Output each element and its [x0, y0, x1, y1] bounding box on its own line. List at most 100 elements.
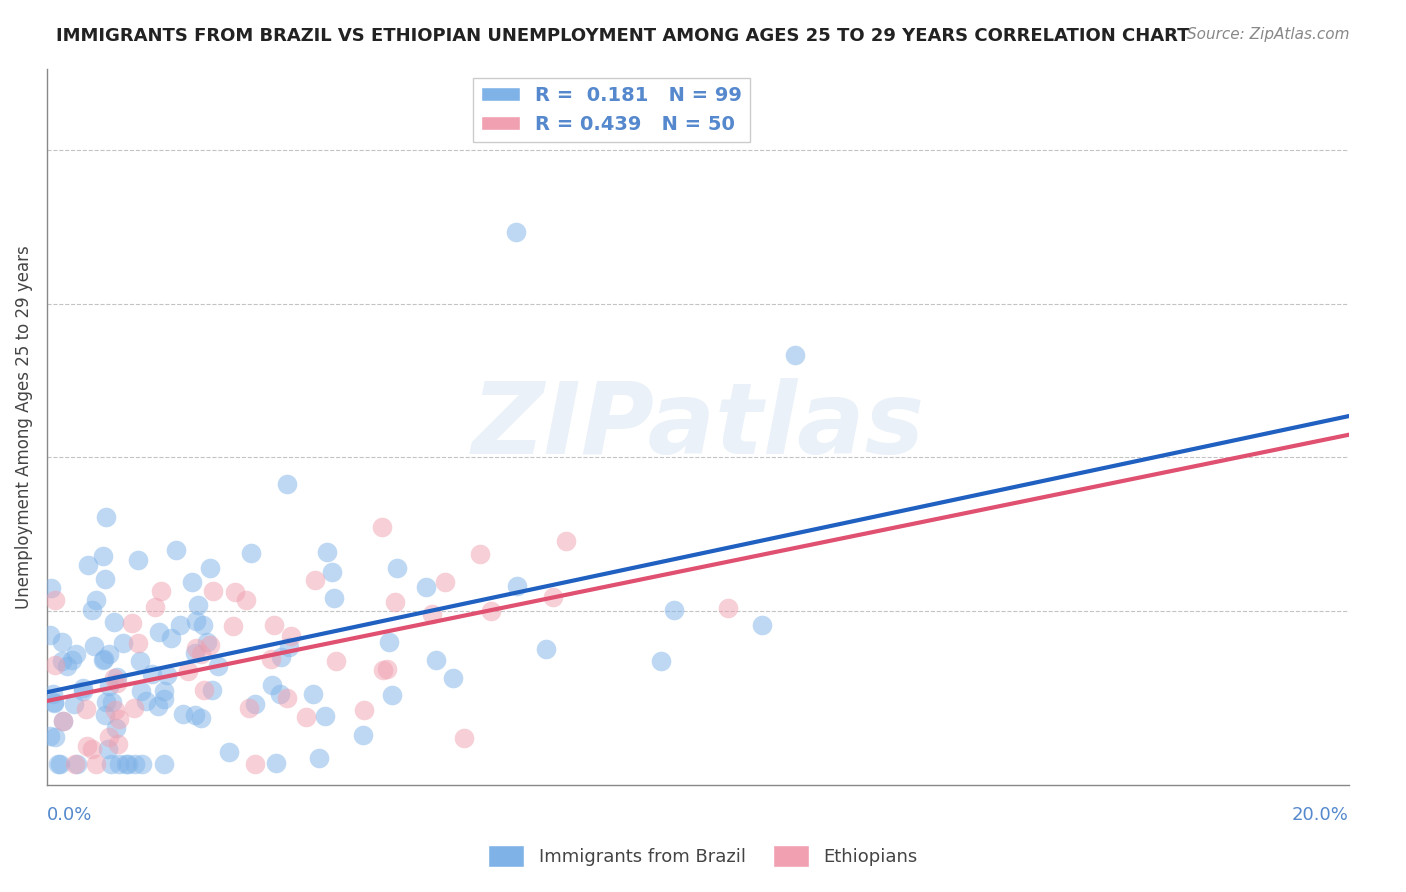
Point — [94, 695, 117, 709]
Point — [103, 615, 125, 629]
Point — [77, 558, 100, 572]
Point — [352, 727, 374, 741]
Point — [195, 635, 218, 649]
Point — [434, 574, 457, 589]
Point — [443, 671, 465, 685]
Point — [42, 697, 65, 711]
Point — [202, 584, 225, 599]
Legend: Immigrants from Brazil, Ethiopians: Immigrants from Brazil, Ethiopians — [481, 838, 925, 874]
Point — [193, 682, 215, 697]
Point — [181, 575, 204, 590]
Point — [44, 731, 66, 745]
Point — [105, 675, 128, 690]
Point — [269, 687, 291, 701]
Point — [785, 348, 807, 362]
Point — [65, 647, 87, 661]
Point — [751, 618, 773, 632]
Point — [108, 712, 131, 726]
Text: 20.0%: 20.0% — [1292, 806, 1348, 824]
Point — [127, 552, 149, 566]
Point — [80, 603, 103, 617]
Point — [555, 533, 578, 548]
Point — [186, 641, 208, 656]
Point — [260, 652, 283, 666]
Point — [143, 599, 166, 614]
Point — [94, 708, 117, 723]
Point — [316, 545, 339, 559]
Point — [239, 546, 262, 560]
Point — [384, 595, 406, 609]
Point — [277, 640, 299, 654]
Point — [124, 701, 146, 715]
Point — [308, 751, 330, 765]
Point — [76, 739, 98, 753]
Point — [39, 628, 62, 642]
Point — [190, 647, 212, 661]
Text: Source: ZipAtlas.com: Source: ZipAtlas.com — [1187, 27, 1350, 42]
Point — [153, 757, 176, 772]
Point — [39, 729, 62, 743]
Text: ZIPatlas: ZIPatlas — [471, 378, 924, 475]
Point — [96, 510, 118, 524]
Point — [107, 737, 129, 751]
Point — [280, 629, 302, 643]
Point — [98, 679, 121, 693]
Point — [422, 607, 444, 621]
Point — [650, 654, 672, 668]
Point — [97, 741, 120, 756]
Point — [221, 619, 243, 633]
Point — [263, 618, 285, 632]
Point — [80, 742, 103, 756]
Point — [160, 631, 183, 645]
Point — [124, 757, 146, 772]
Point — [49, 757, 72, 772]
Point — [153, 684, 176, 698]
Point — [117, 757, 139, 772]
Text: IMMIGRANTS FROM BRAZIL VS ETHIOPIAN UNEMPLOYMENT AMONG AGES 25 TO 29 YEARS CORRE: IMMIGRANTS FROM BRAZIL VS ETHIOPIAN UNEM… — [56, 27, 1189, 45]
Point — [371, 520, 394, 534]
Point — [184, 646, 207, 660]
Point — [172, 707, 194, 722]
Point — [72, 684, 94, 698]
Point — [94, 572, 117, 586]
Point — [111, 636, 134, 650]
Point — [198, 638, 221, 652]
Point — [146, 699, 169, 714]
Point — [46, 757, 69, 772]
Point — [200, 561, 222, 575]
Point — [325, 654, 347, 668]
Point — [44, 657, 66, 672]
Point — [717, 601, 740, 615]
Point — [114, 757, 136, 772]
Point — [353, 703, 375, 717]
Point — [152, 692, 174, 706]
Point — [75, 702, 97, 716]
Point — [104, 703, 127, 717]
Point — [55, 658, 77, 673]
Point — [534, 641, 557, 656]
Point — [105, 722, 128, 736]
Point — [177, 664, 200, 678]
Point — [72, 681, 94, 695]
Point — [51, 634, 73, 648]
Point — [148, 624, 170, 639]
Point — [224, 585, 246, 599]
Point — [127, 636, 149, 650]
Point — [387, 561, 409, 575]
Point — [60, 653, 83, 667]
Text: 0.0%: 0.0% — [46, 806, 93, 824]
Point — [200, 682, 222, 697]
Point — [187, 599, 209, 613]
Point — [453, 731, 475, 745]
Point — [44, 592, 66, 607]
Point — [479, 605, 502, 619]
Point — [156, 668, 179, 682]
Point — [128, 654, 150, 668]
Point — [375, 662, 398, 676]
Point — [107, 670, 129, 684]
Point — [235, 593, 257, 607]
Point — [62, 697, 84, 711]
Point — [373, 664, 395, 678]
Point — [91, 653, 114, 667]
Point — [505, 225, 527, 239]
